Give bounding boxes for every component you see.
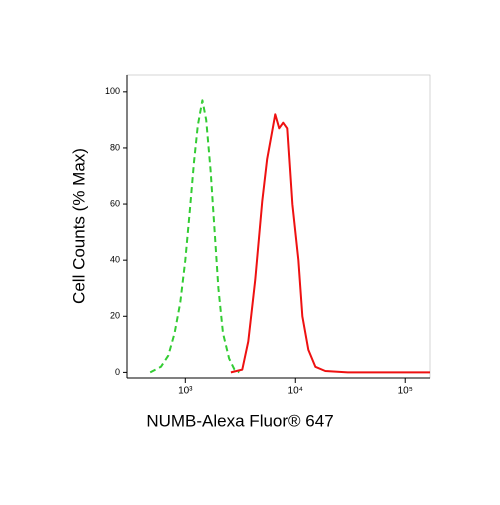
series-line [149,99,240,374]
x-tick-label: 10³ [178,386,193,397]
y-tick-label: 60 [110,198,120,208]
x-axis-label: NUMB-Alexa Fluor® 647 [146,411,333,430]
plot-frame [126,74,431,379]
y-tick-label: 40 [110,255,120,265]
y-tick-label: 80 [110,142,120,152]
y-tick-label: 0 [115,367,120,377]
y-tick-label: 100 [105,86,120,96]
y-axis-label: Cell Counts (% Max) [69,148,88,304]
x-tick-label: 10⁵ [398,386,413,397]
y-tick-label: 20 [110,311,120,321]
x-tick-label: 10⁴ [288,386,303,397]
series-line [230,113,430,374]
